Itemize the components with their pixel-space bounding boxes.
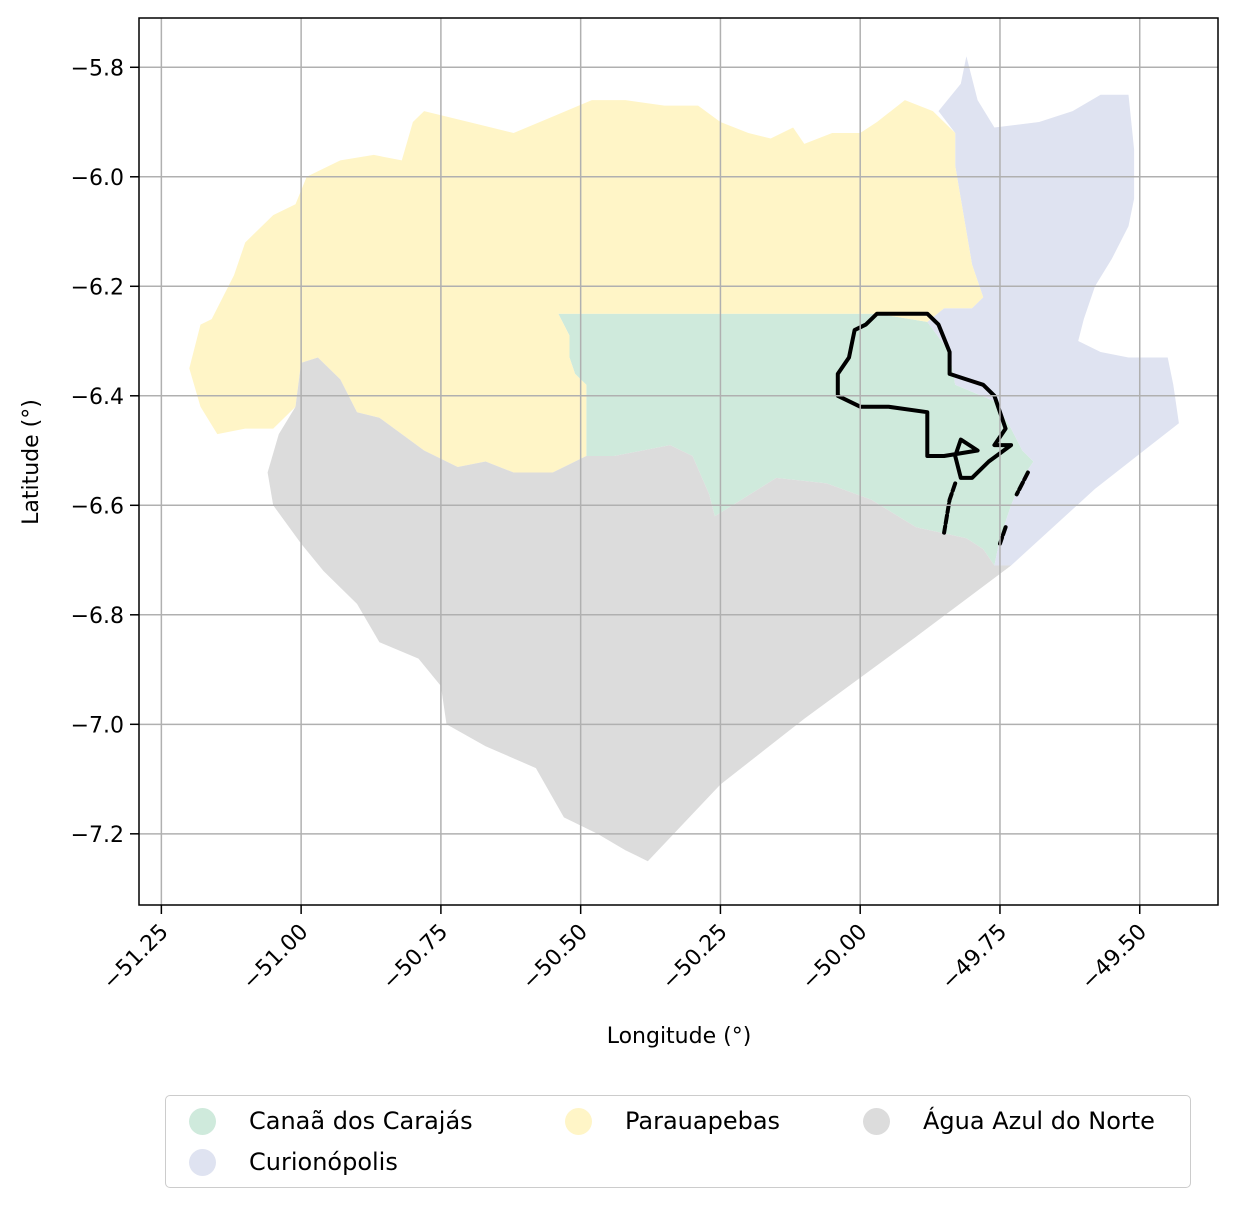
region-agua-azul-do-norte <box>267 357 1012 862</box>
legend: Canaã dos Carajás Curionópolis Parauapeb… <box>165 1095 1191 1188</box>
legend-swatch-canaa <box>189 1107 216 1135</box>
legend-item-parauapebas: Parauapebas <box>565 1107 780 1135</box>
x-axis-title: Longitude (°) <box>607 1024 752 1049</box>
legend-label-curionopolis: Curionópolis <box>249 1148 398 1176</box>
map-figure: −51.25 −51.00 −50.75 −50.50 −50.25 −50.00 −49.… <box>19 17 1219 1049</box>
y-tick-label: −7.2 <box>71 823 124 848</box>
y-tick-label: −6.8 <box>71 604 124 629</box>
legend-item-canaa: Canaã dos Carajás <box>189 1107 473 1135</box>
y-tick-label: −5.8 <box>71 56 124 81</box>
grid-layer <box>139 18 1218 905</box>
y-axis-title: Latitude (°) <box>19 399 44 525</box>
y-tick-label: −7.0 <box>71 713 124 738</box>
legend-swatch-parauapebas <box>565 1107 592 1135</box>
legend-swatch-curionopolis <box>189 1148 216 1176</box>
region-curionopolis <box>927 56 1179 566</box>
regions-layer <box>189 56 1179 862</box>
x-tick-label: −49.50 <box>1077 920 1152 995</box>
boundary-layer <box>835 311 1030 546</box>
y-tick-label: −6.2 <box>71 275 124 300</box>
legend-label-canaa: Canaã dos Carajás <box>249 1107 473 1135</box>
legend-swatch-agua-azul <box>863 1107 890 1135</box>
plot-frame <box>138 17 1219 906</box>
x-tick-label: −50.25 <box>657 920 732 995</box>
x-tick-label: −51.00 <box>238 920 313 995</box>
legend-label-parauapebas: Parauapebas <box>625 1107 781 1135</box>
boundary-fragment-3 <box>1014 470 1030 497</box>
y-tick-label: −6.4 <box>71 385 124 410</box>
boundary-outline <box>835 311 1014 480</box>
x-tick-label: −50.75 <box>378 920 453 995</box>
boundary-fragment-1 <box>942 481 958 535</box>
x-tick-label: −49.75 <box>937 920 1012 995</box>
y-tick-label: −6.0 <box>71 166 124 191</box>
region-canaa-dos-carajas <box>558 313 1034 566</box>
y-tick-label: −6.6 <box>71 494 124 519</box>
boundary-fragment-2 <box>998 525 1008 546</box>
x-tick-label: −50.50 <box>518 920 593 995</box>
x-tick-label: −51.25 <box>98 920 173 995</box>
x-tick-label: −50.00 <box>797 920 872 995</box>
legend-item-curionopolis: Curionópolis <box>189 1148 398 1176</box>
legend-label-agua-azul: Água Azul do Norte <box>923 1107 1155 1135</box>
legend-item-agua-azul: Água Azul do Norte <box>863 1107 1155 1135</box>
